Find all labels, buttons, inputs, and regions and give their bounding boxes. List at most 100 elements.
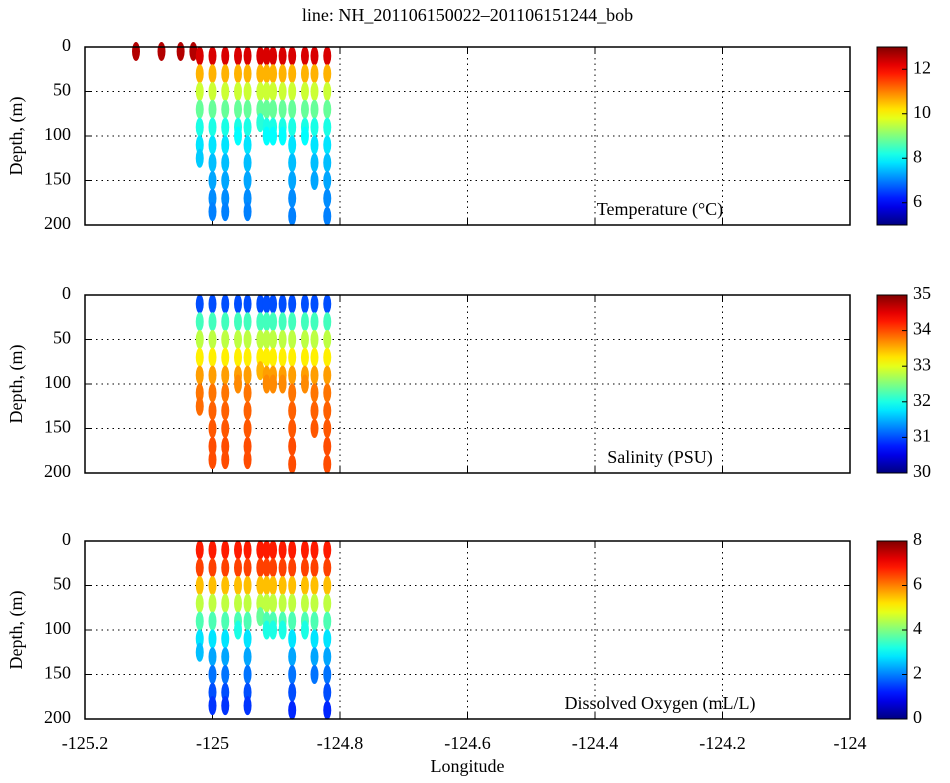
point xyxy=(243,312,252,332)
colorbar-tick-label: 33 xyxy=(913,354,931,374)
colorbar xyxy=(876,46,908,226)
point xyxy=(221,312,230,332)
point xyxy=(243,383,252,403)
point xyxy=(288,294,297,314)
point xyxy=(288,135,297,155)
point xyxy=(310,64,319,84)
y-tick-label: 200 xyxy=(44,707,71,727)
point xyxy=(278,330,287,349)
point xyxy=(323,558,332,578)
colorbar-tick-label: 4 xyxy=(913,618,922,638)
x-tick-label: -124 xyxy=(834,733,867,753)
point xyxy=(195,330,204,349)
point xyxy=(221,665,230,684)
point xyxy=(243,82,252,101)
point xyxy=(288,64,297,84)
point xyxy=(310,171,319,190)
point xyxy=(195,82,204,101)
points xyxy=(132,41,332,226)
point xyxy=(269,620,278,640)
point xyxy=(243,419,252,438)
point xyxy=(300,540,309,560)
colorbar-tick-label: 10 xyxy=(913,102,931,122)
point xyxy=(300,347,309,367)
point xyxy=(288,629,297,649)
y-tick-label: 100 xyxy=(44,372,71,392)
point xyxy=(221,202,230,222)
point xyxy=(323,454,332,474)
point xyxy=(195,365,204,385)
point xyxy=(243,365,252,385)
point xyxy=(243,450,252,470)
point xyxy=(310,46,319,66)
point xyxy=(269,82,278,101)
point xyxy=(234,593,242,613)
point xyxy=(208,64,217,84)
point xyxy=(243,629,252,649)
point xyxy=(243,202,252,222)
annotation: Dissolved Oxygen (mL/L) xyxy=(565,693,756,714)
point xyxy=(269,46,278,66)
point xyxy=(323,171,332,190)
point xyxy=(278,46,287,66)
point xyxy=(262,374,271,394)
point xyxy=(310,401,319,421)
point xyxy=(208,347,217,367)
point xyxy=(310,611,319,631)
point xyxy=(323,665,332,684)
point xyxy=(288,206,297,226)
point xyxy=(243,576,252,595)
point xyxy=(234,64,242,84)
point xyxy=(288,665,297,684)
point xyxy=(221,647,230,667)
point xyxy=(208,188,217,208)
point xyxy=(256,361,265,381)
point xyxy=(221,330,230,349)
y-tick-label: 50 xyxy=(53,328,71,348)
colorbar-tick-label: 6 xyxy=(913,574,922,594)
point xyxy=(278,540,287,560)
point xyxy=(269,593,278,613)
point xyxy=(262,540,271,560)
point xyxy=(300,330,309,349)
colorbar-tick-label: 8 xyxy=(913,146,922,166)
point xyxy=(323,647,332,667)
point xyxy=(221,135,230,155)
point xyxy=(176,41,185,61)
point xyxy=(243,188,252,208)
y-tick-label: 0 xyxy=(62,283,71,303)
point xyxy=(269,126,278,146)
point xyxy=(288,454,297,474)
chart-title: line: NH_201106150022–201106151244_bob xyxy=(302,5,633,25)
plot-frame xyxy=(84,294,851,474)
point xyxy=(323,312,332,332)
plot-frame xyxy=(84,540,851,720)
point xyxy=(208,576,217,595)
point xyxy=(262,64,271,84)
point xyxy=(269,558,278,578)
point xyxy=(243,593,252,613)
point xyxy=(262,82,271,101)
point xyxy=(278,347,287,367)
point xyxy=(195,558,204,578)
points xyxy=(195,540,332,720)
point xyxy=(323,436,332,456)
point xyxy=(243,682,252,702)
point xyxy=(262,294,271,314)
point xyxy=(288,593,297,613)
point xyxy=(278,82,287,101)
point xyxy=(323,188,332,208)
point xyxy=(269,576,278,595)
point xyxy=(234,540,242,560)
point xyxy=(323,347,332,367)
point xyxy=(208,365,217,385)
point xyxy=(323,135,332,155)
point xyxy=(256,347,265,367)
point xyxy=(323,365,332,385)
point xyxy=(269,374,278,394)
point xyxy=(208,135,217,155)
point xyxy=(208,611,217,631)
point xyxy=(208,593,217,613)
colorbar-tick-label: 12 xyxy=(913,57,931,77)
point xyxy=(243,401,252,421)
